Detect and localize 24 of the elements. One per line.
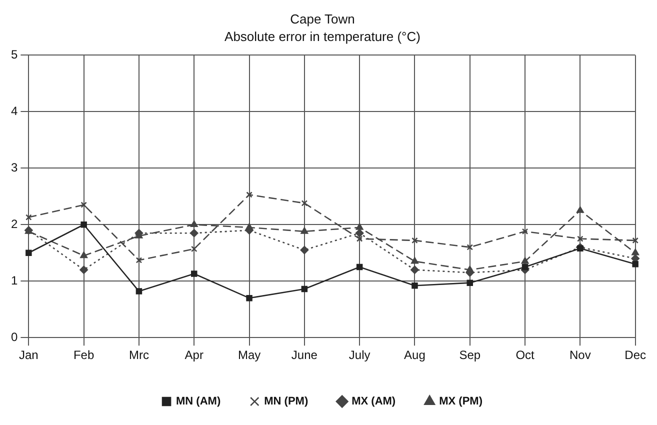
- x-tick-label: Feb: [73, 348, 94, 362]
- x-tick-label: Mrc: [128, 348, 149, 362]
- x-tick-label: Sep: [459, 348, 481, 362]
- legend-label: MN (AM): [176, 396, 221, 408]
- x-tick-label: Nov: [570, 348, 591, 362]
- y-tick-label: 4: [10, 104, 18, 118]
- x-tick-label: Dec: [624, 348, 646, 362]
- legend-label: MX (AM): [352, 396, 396, 408]
- y-tick-label: 1: [10, 273, 18, 288]
- y-tick-label: 0: [10, 330, 18, 344]
- x-tick-label: July: [348, 348, 370, 362]
- chart-title: Cape Town: [290, 11, 355, 26]
- legend-label: MX (PM): [439, 396, 483, 408]
- x-tick-label: Jan: [18, 348, 38, 362]
- legend-label: MN (PM): [264, 396, 308, 408]
- x-tick-label: May: [238, 348, 261, 362]
- y-tick-label: 5: [10, 48, 18, 62]
- y-tick-label: 2: [10, 216, 18, 231]
- chart-subtitle: Absolute error in temperature (°C): [224, 28, 420, 44]
- x-tick-label: Aug: [404, 348, 426, 362]
- x-tick-label: Oct: [516, 348, 536, 362]
- x-tick-label: Apr: [184, 348, 204, 362]
- y-tick-label: 3: [10, 160, 18, 174]
- x-tick-label: June: [291, 348, 318, 362]
